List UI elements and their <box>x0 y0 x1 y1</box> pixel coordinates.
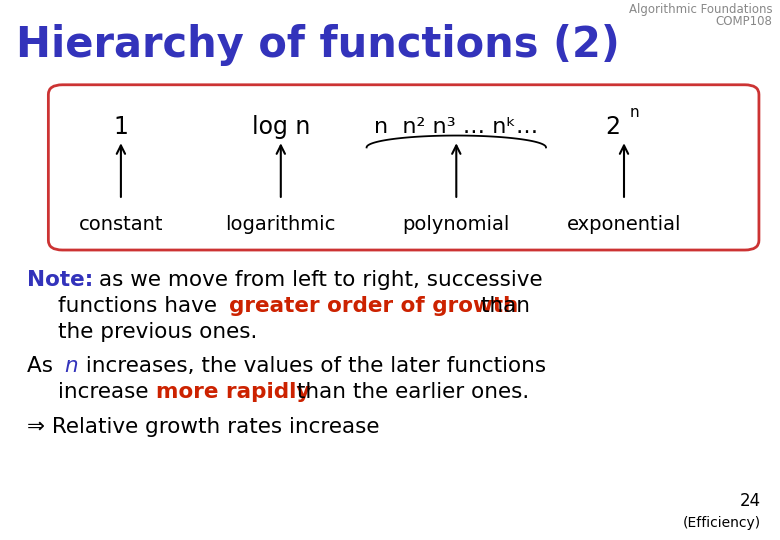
Text: Note:: Note: <box>27 270 94 290</box>
Text: n: n <box>629 105 639 120</box>
Text: more rapidly: more rapidly <box>156 382 310 402</box>
Text: polynomial: polynomial <box>402 214 510 234</box>
Text: 1: 1 <box>113 115 129 139</box>
Text: n: n <box>65 356 78 376</box>
Text: as we move from left to right, successive: as we move from left to right, successiv… <box>99 270 543 290</box>
Text: 2: 2 <box>605 115 620 139</box>
Text: COMP108: COMP108 <box>715 15 772 28</box>
FancyBboxPatch shape <box>48 85 759 250</box>
Text: ⇒ Relative growth rates increase: ⇒ Relative growth rates increase <box>27 417 380 437</box>
Text: n  n² n³ … nᵏ…: n n² n³ … nᵏ… <box>374 117 538 137</box>
Text: logarithmic: logarithmic <box>225 214 336 234</box>
Text: Algorithmic Foundations: Algorithmic Foundations <box>629 3 772 16</box>
Text: the previous ones.: the previous ones. <box>58 322 258 342</box>
Text: than: than <box>474 296 530 316</box>
Text: log n: log n <box>252 115 310 139</box>
Text: As: As <box>27 356 60 376</box>
Text: than the earlier ones.: than the earlier ones. <box>290 382 530 402</box>
Text: functions have: functions have <box>58 296 225 316</box>
Text: 24: 24 <box>739 492 760 510</box>
Text: exponential: exponential <box>567 214 681 234</box>
Text: constant: constant <box>79 214 163 234</box>
Text: increases, the values of the later functions: increases, the values of the later funct… <box>79 356 546 376</box>
Text: increase: increase <box>58 382 156 402</box>
Text: Hierarchy of functions (2): Hierarchy of functions (2) <box>16 24 619 66</box>
Text: (Efficiency): (Efficiency) <box>682 516 760 530</box>
Text: greater order of growth: greater order of growth <box>229 296 518 316</box>
